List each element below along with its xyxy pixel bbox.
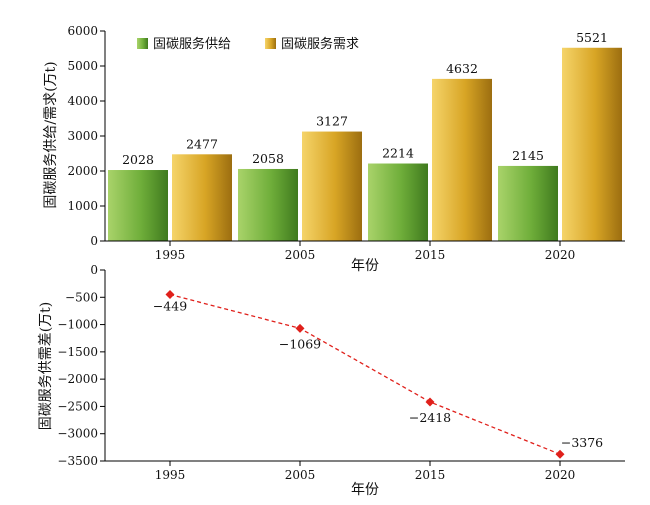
- line-chart-y-tick-label: −3000: [57, 427, 98, 441]
- bar-chart-x-tick-label: 1995: [155, 248, 186, 262]
- bar-supply: [108, 170, 168, 241]
- line-chart-point: [555, 449, 565, 459]
- line-chart-y-tick-label: −1500: [57, 345, 98, 359]
- line-chart-point: [425, 397, 435, 407]
- bar-chart-data-labels: 2028 2477 2058 3127 2214 4632 2145 5521: [122, 30, 608, 167]
- bar-chart-y-tick-label: 2000: [67, 164, 98, 178]
- bar-chart-y-tick-label: 6000: [67, 24, 98, 38]
- bar-data-label: 2477: [186, 136, 218, 151]
- bar-chart-y-tick-label: 4000: [67, 94, 98, 108]
- bar-data-label: 2028: [122, 152, 154, 167]
- bar-demand: [302, 131, 362, 241]
- bar-supply: [368, 163, 428, 241]
- bar-chart: 2028 2477 2058 3127 2214 4632 2145 5521 0 1000 20…: [43, 24, 625, 274]
- line-chart-x-axis-label: 年份: [351, 482, 379, 498]
- bar-demand: [432, 78, 492, 241]
- bar-data-label: 2058: [252, 151, 284, 166]
- line-chart-axes: 0 −500 −1000 −1500 −2000 −2500 −3000 −3500 1995 2…: [57, 263, 625, 482]
- legend-swatch-demand: [265, 38, 276, 49]
- bar-chart-x-axis-label: 年份: [351, 258, 379, 274]
- bar-demand: [172, 154, 232, 241]
- bar-chart-y-tick-label: 1000: [67, 199, 98, 213]
- line-chart-y-tick-label: −500: [65, 290, 98, 304]
- line-chart-y-tick-label: −2000: [57, 372, 98, 386]
- bar-chart-x-tick-label: 2020: [545, 248, 576, 262]
- line-chart-series-line: [169, 293, 561, 455]
- legend-label-supply: 固碳服务供给: [153, 36, 231, 52]
- bar-supply: [498, 165, 558, 241]
- line-chart-data-label: −449: [153, 299, 187, 314]
- legend-swatch-supply: [137, 38, 148, 49]
- bar-demand: [562, 47, 622, 241]
- bar-data-label: 2214: [382, 146, 414, 161]
- bar-data-label: 4632: [446, 61, 478, 76]
- legend-label-demand: 固碳服务需求: [281, 36, 359, 52]
- bar-chart-y-tick-label: 0: [90, 234, 98, 248]
- line-chart-data-labels: −449 −1069 −2418 −3376: [153, 299, 603, 451]
- line-chart-x-tick-label: 2015: [415, 468, 446, 482]
- line-chart-y-tick-label: −3500: [57, 454, 98, 468]
- bar-chart-axes: 0 1000 2000 3000 4000 5000 6000 1995 2005 2015 202…: [67, 24, 625, 262]
- bar-chart-y-tick-label: 3000: [67, 129, 98, 143]
- bar-chart-y-tick-label: 5000: [67, 59, 98, 73]
- line-chart: 0 −500 −1000 −1500 −2000 −2500 −3000 −3500 1995 2…: [38, 263, 625, 498]
- line-chart-y-tick-label: −1000: [57, 318, 98, 332]
- bar-supply: [238, 168, 298, 241]
- line-chart-y-tick-label: 0: [90, 263, 98, 277]
- bar-chart-x-tick-label: 2015: [415, 248, 446, 262]
- line-chart-data-label: −2418: [409, 410, 451, 425]
- bar-data-label: 3127: [316, 114, 348, 129]
- line-chart-y-tick-label: −2500: [57, 399, 98, 413]
- line-chart-data-label: −3376: [561, 435, 603, 450]
- bar-chart-bars: [108, 47, 622, 241]
- line-chart-x-tick-label: 1995: [155, 468, 186, 482]
- line-chart-point: [165, 290, 175, 300]
- line-chart-series: [165, 290, 565, 459]
- bar-data-label: 5521: [576, 30, 608, 45]
- line-chart-x-tick-label: 2005: [285, 468, 316, 482]
- line-chart-x-tick-label: 2020: [545, 468, 576, 482]
- bar-chart-legend: 固碳服务供给 固碳服务需求: [137, 36, 359, 52]
- line-chart-point: [295, 323, 305, 333]
- bar-chart-x-tick-label: 2005: [285, 248, 316, 262]
- line-chart-y-axis-label: 固碳服务供需差(万t): [38, 302, 54, 431]
- line-chart-data-label: −1069: [279, 336, 321, 351]
- bar-data-label: 2145: [512, 148, 544, 163]
- bar-chart-y-axis-label: 固碳服务供给/需求(万t): [43, 61, 59, 208]
